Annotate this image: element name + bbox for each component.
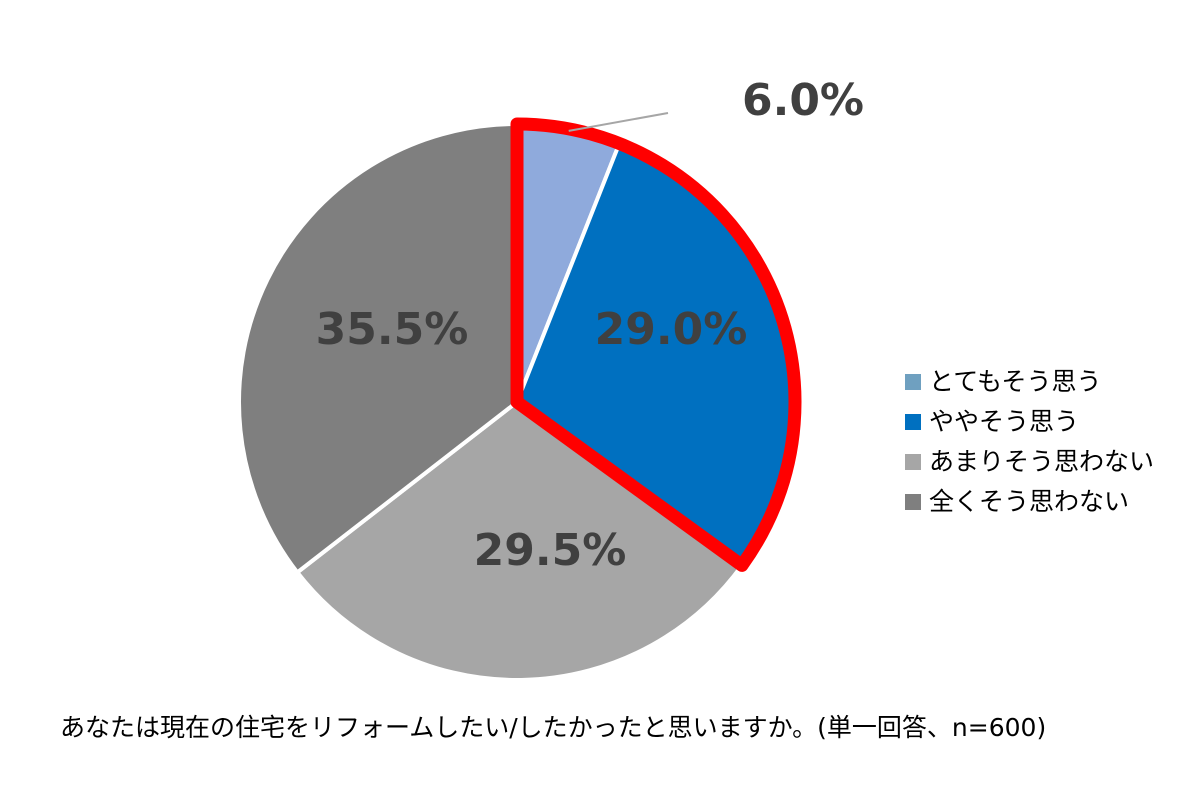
slice-mattaku (237, 122, 519, 575)
legend-swatch (905, 454, 921, 470)
legend-item-mattaku: 全くそう思わない (905, 487, 1129, 516)
slice-label-amari: 29.5% (474, 525, 627, 576)
highlight-outline (510, 117, 802, 572)
leader-line (568, 112, 669, 132)
slice-label-yaya: 29.0% (595, 304, 748, 355)
legend-swatch (905, 494, 921, 510)
chart-caption: あなたは現在の住宅をリフォームしたい/したかったと思いますか。(単一回答、n=6… (60, 713, 1047, 742)
highlight-outline-group (510, 117, 802, 572)
legend-item-totemo: とてもそう思う (905, 367, 1102, 396)
legend-swatch (905, 374, 921, 390)
legend-label: とてもそう思う (929, 367, 1102, 396)
slice-label-mattaku: 35.5% (316, 304, 469, 355)
legend-label: あまりそう思わない (929, 447, 1154, 476)
legend-label: ややそう思う (929, 407, 1079, 436)
slice-labels: 6.0% 29.0% 29.5% 35.5% (316, 75, 864, 576)
legend-item-yaya: ややそう思う (905, 407, 1079, 436)
pie-slices (237, 122, 797, 682)
slice-amari (295, 400, 744, 682)
legend-label: 全くそう思わない (929, 487, 1129, 516)
legend-item-amari: あまりそう思わない (905, 447, 1154, 476)
legend-swatch (905, 414, 921, 430)
slice-label-totemo: 6.0% (742, 75, 864, 126)
